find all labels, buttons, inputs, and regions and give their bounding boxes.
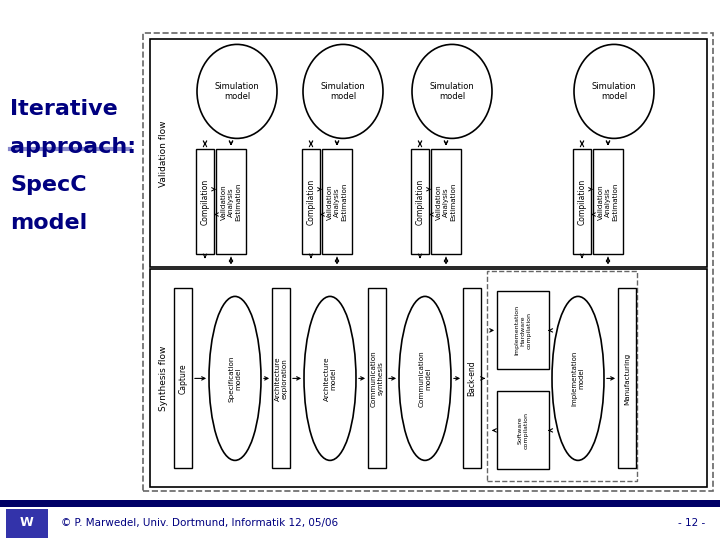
Bar [6, 509, 48, 538]
Text: Compilation: Compilation [307, 179, 315, 225]
Text: W: W [19, 516, 34, 530]
Text: - 12 -: - 12 - [678, 518, 706, 528]
Text: Manufacturing: Manufacturing [624, 352, 630, 404]
Bar [573, 150, 591, 254]
Bar [618, 288, 636, 468]
Ellipse shape [552, 296, 604, 461]
Text: Back-end: Back-end [467, 361, 477, 396]
Ellipse shape [209, 296, 261, 461]
Text: Compilation: Compilation [415, 179, 425, 225]
Text: Compilation: Compilation [200, 179, 210, 225]
Text: Architecture
model: Architecture model [323, 356, 336, 401]
Text: Architecture
exploration: Architecture exploration [274, 356, 287, 401]
Bar [497, 292, 549, 369]
Text: Validation
Analysis
Estimation: Validation Analysis Estimation [436, 183, 456, 221]
Text: Implementation
model: Implementation model [572, 350, 585, 406]
Bar [143, 33, 713, 491]
Bar [431, 150, 461, 254]
Text: Synthesis flow: Synthesis flow [158, 346, 168, 411]
Text: Simulation
model: Simulation model [215, 82, 259, 101]
Text: © P. Marwedel, Univ. Dortmund, Informatik 12, 05/06: © P. Marwedel, Univ. Dortmund, Informati… [61, 518, 338, 528]
Bar [0, 500, 720, 507]
Bar [302, 150, 320, 254]
Bar [463, 288, 481, 468]
Text: model: model [10, 213, 87, 233]
Text: Validation flow: Validation flow [158, 120, 168, 187]
Text: Universität Dortmund: Universität Dortmund [11, 6, 117, 16]
Text: Software
compilation: Software compilation [518, 412, 528, 449]
Bar [272, 288, 290, 468]
Bar [216, 150, 246, 254]
Ellipse shape [412, 44, 492, 138]
Ellipse shape [197, 44, 277, 138]
Ellipse shape [399, 296, 451, 461]
Text: Simulation
model: Simulation model [320, 82, 365, 101]
Text: Communication
model: Communication model [418, 350, 431, 407]
Bar [497, 392, 549, 469]
Text: Compilation: Compilation [577, 179, 587, 225]
Text: Simulation
model: Simulation model [592, 82, 636, 101]
Bar [322, 150, 352, 254]
Text: SpecC: SpecC [10, 176, 86, 195]
Text: approach:: approach: [10, 137, 136, 157]
Text: Capture: Capture [179, 363, 187, 394]
Bar [196, 150, 214, 254]
Text: Validation
Analysis
Estimation: Validation Analysis Estimation [327, 183, 347, 221]
Text: Validation
Analysis
Estimation: Validation Analysis Estimation [598, 183, 618, 221]
Ellipse shape [304, 296, 356, 461]
Text: Simulation
model: Simulation model [430, 82, 474, 101]
Bar [150, 39, 707, 267]
Text: Validation
Analysis
Estimation: Validation Analysis Estimation [221, 183, 241, 221]
Text: Specification
model: Specification model [228, 355, 241, 402]
Bar [593, 150, 623, 254]
Bar [487, 272, 637, 481]
Ellipse shape [574, 44, 654, 138]
Bar [174, 288, 192, 468]
Bar [368, 288, 386, 468]
Ellipse shape [303, 44, 383, 138]
Text: Implementation
Hardware
compilation: Implementation Hardware compilation [515, 305, 531, 355]
Bar [150, 269, 707, 488]
Text: Communication
synthesis: Communication synthesis [371, 350, 384, 407]
Bar [411, 150, 429, 254]
Text: Iterative: Iterative [10, 99, 118, 119]
